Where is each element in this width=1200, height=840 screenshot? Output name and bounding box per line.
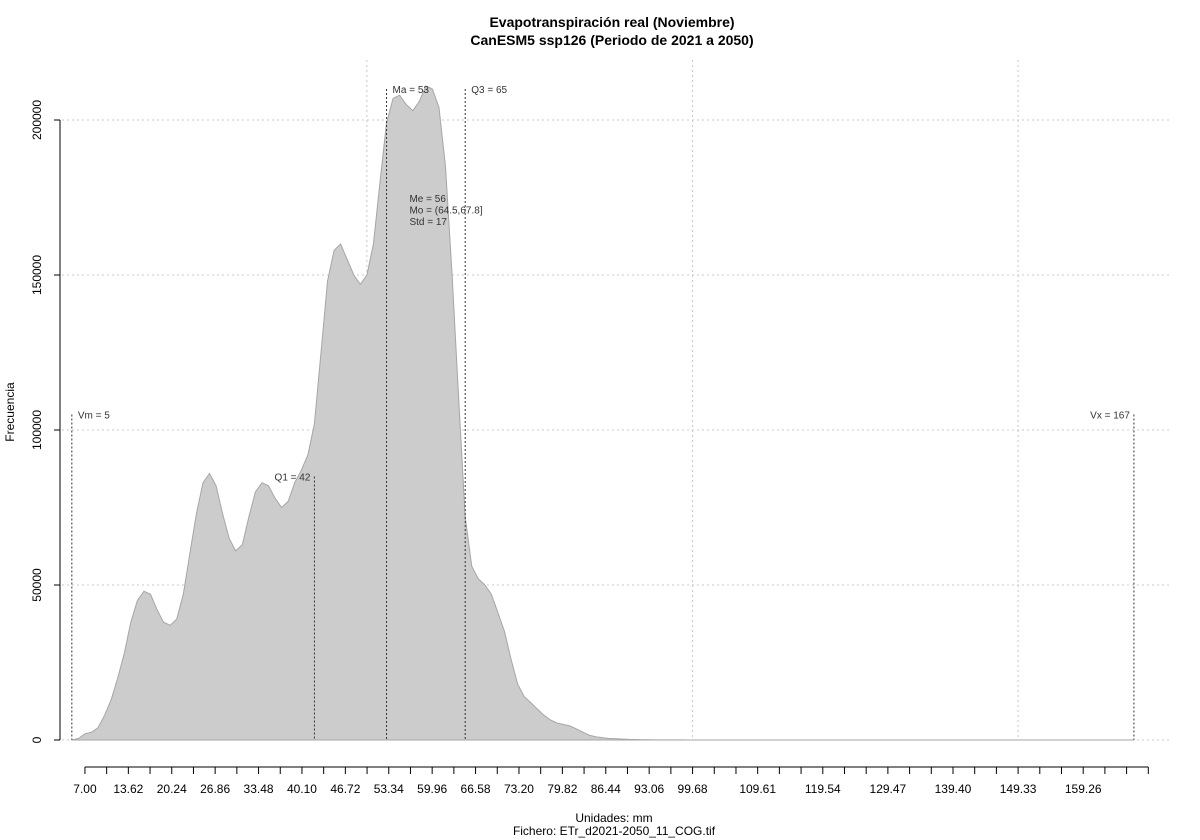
marker-label: Q1 = 42 — [275, 473, 311, 484]
x-tick-label: 99.68 — [678, 782, 708, 796]
x-tick-label: 26.86 — [200, 782, 230, 796]
file-caption: Fichero: ETr_d2021-2050_11_COG.tif — [513, 824, 716, 838]
y-tick-label: 200000 — [30, 100, 44, 140]
x-tick-label: 129.47 — [870, 782, 907, 796]
marker-label: Q3 = 65 — [471, 85, 507, 96]
histogram-area — [71, 85, 1134, 741]
histogram-area-path — [71, 85, 1134, 741]
marker-lines: Vm = 5 Q1 = 42 Ma = 53 Q3 = 65 Vx = 167 — [71, 85, 1135, 740]
marker-label: Vm = 5 — [78, 411, 110, 422]
x-tick-label: 149.33 — [1000, 782, 1037, 796]
x-tick-label: 59.96 — [417, 782, 447, 796]
chart-title: Evapotranspiración real (Noviembre) — [489, 14, 734, 30]
y-tick-label: 50000 — [30, 568, 44, 602]
x-tick-label: 40.10 — [287, 782, 317, 796]
y-axis-label: Frecuencia — [3, 382, 17, 442]
x-axis: 7.00 13.62 20.24 26.86 33.48 40.10 46.72 53.34 5… — [73, 766, 1149, 796]
x-tick-label: 46.72 — [330, 782, 360, 796]
x-tick-label: 13.62 — [113, 782, 143, 796]
y-tick-label: 100000 — [30, 410, 44, 450]
stats-line: Std = 17 — [409, 217, 447, 228]
y-axis: 0 50000 100000 150000 200000 — [30, 100, 61, 743]
x-tick-label: 7.00 — [73, 782, 97, 796]
x-tick-label: 33.48 — [244, 782, 274, 796]
x-tick-label: 119.54 — [805, 782, 841, 796]
stats-line: Mo = (64.5,67.8] — [409, 206, 482, 217]
chart-subtitle: CanESM5 ssp126 (Periodo de 2021 a 2050) — [470, 32, 753, 48]
x-tick-label: 86.44 — [591, 782, 621, 796]
x-tick-label: 53.34 — [374, 782, 404, 796]
y-tick-label: 150000 — [30, 255, 44, 295]
marker-label: Vx = 167 — [1090, 411, 1130, 422]
x-tick-label: 109.61 — [739, 782, 776, 796]
x-tick-label: 73.20 — [504, 782, 534, 796]
x-axis-label: Unidades: mm — [575, 811, 652, 825]
x-tick-label: 93.06 — [634, 782, 664, 796]
x-tick-label: 139.40 — [935, 782, 972, 796]
marker-label: Ma = 53 — [393, 85, 430, 96]
y-tick-label: 0 — [30, 736, 44, 743]
x-tick-label: 66.58 — [461, 782, 491, 796]
stats-line: Me = 56 — [409, 194, 446, 205]
x-tick-label: 159.26 — [1065, 782, 1102, 796]
x-tick-label: 79.82 — [547, 782, 577, 796]
x-tick-label: 20.24 — [157, 782, 187, 796]
